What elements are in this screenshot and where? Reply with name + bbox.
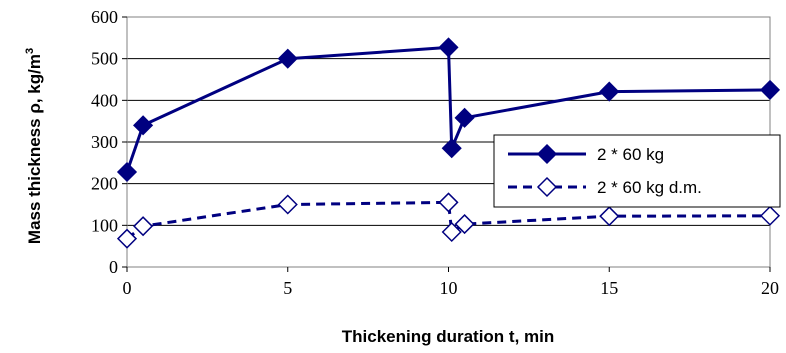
series-2-point-4 bbox=[441, 221, 462, 243]
y-axis-ticks: 0 100 200 300 400 500 600 bbox=[91, 7, 127, 277]
series-2-point-2 bbox=[277, 194, 298, 215]
x-tick-label-0: 0 bbox=[123, 278, 132, 298]
y-tick-label-1: 100 bbox=[91, 215, 118, 235]
series-1-point-3 bbox=[438, 37, 459, 58]
x-tick-label-1: 5 bbox=[283, 278, 292, 298]
x-axis-ticks: 0 5 10 15 20 bbox=[123, 267, 779, 298]
series-2-point-3 bbox=[438, 192, 459, 213]
y-axis-title-superscript: 3 bbox=[24, 48, 36, 54]
series-2-point-6 bbox=[599, 206, 620, 227]
series-2-point-5 bbox=[454, 214, 475, 235]
x-tick-label-2: 10 bbox=[440, 278, 458, 298]
y-tick-label-3: 300 bbox=[91, 132, 118, 152]
series-2-point-1 bbox=[133, 216, 154, 237]
series-1-point-5 bbox=[454, 107, 475, 128]
legend-marker-series-2 bbox=[536, 176, 558, 198]
series-1-point-7 bbox=[759, 79, 781, 100]
series-1-point-1 bbox=[133, 115, 154, 136]
series-2-point-7 bbox=[759, 205, 781, 226]
y-tick-label-5: 500 bbox=[91, 49, 118, 69]
legend-box bbox=[493, 134, 781, 208]
series-1-point-4 bbox=[441, 138, 462, 159]
series-1-point-0 bbox=[116, 161, 138, 183]
y-tick-label-0: 0 bbox=[109, 257, 118, 277]
series-1-line bbox=[125, 45, 771, 173]
legend-marker-series-1 bbox=[536, 143, 558, 165]
x-axis-title: Thickening duration t, min bbox=[342, 327, 555, 346]
y-tick-label-2: 200 bbox=[91, 174, 118, 194]
series-layer bbox=[116, 37, 781, 249]
series-1-point-6 bbox=[599, 81, 620, 102]
x-tick-label-3: 15 bbox=[600, 278, 618, 298]
legend-label-series-1: 2 * 60 kg bbox=[597, 145, 664, 164]
series-2-point-0 bbox=[116, 228, 138, 249]
y-axis-title: Mass thickness ρ, kg/m3 bbox=[24, 48, 44, 244]
y-tick-label-6: 600 bbox=[91, 7, 118, 27]
y-tick-label-4: 400 bbox=[91, 90, 118, 110]
x-tick-label-4: 20 bbox=[761, 278, 779, 298]
y-axis-title-main: Mass thickness ρ, kg/m bbox=[25, 54, 44, 244]
series-1-point-2 bbox=[277, 48, 298, 69]
legend-label-series-2: 2 * 60 kg d.m. bbox=[597, 178, 702, 197]
legend: 2 * 60 kg 2 * 60 kg d.m. bbox=[493, 134, 781, 208]
